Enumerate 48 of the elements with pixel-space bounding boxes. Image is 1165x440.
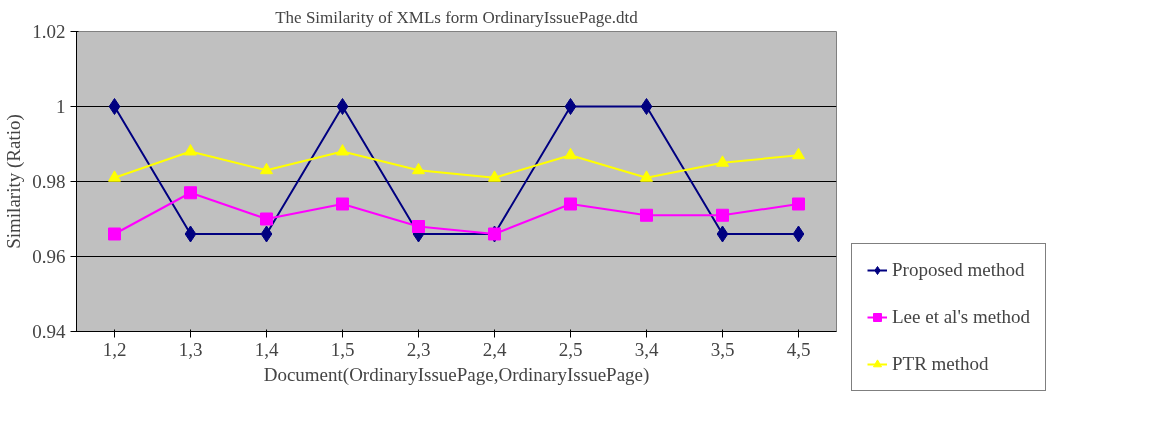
legend-label: Lee et al's method (892, 306, 1030, 328)
y-tick-label: 1 (56, 96, 66, 117)
chart-title: The Similarity of XMLs form OrdinaryIssuePage.dtd (275, 7, 639, 27)
y-tick-label: 0.96 (32, 246, 66, 267)
point (336, 144, 349, 156)
point (184, 225, 197, 243)
point (564, 197, 577, 211)
x-tick-label: 1,3 (178, 338, 203, 360)
x-tick-label: 1,4 (254, 338, 279, 360)
y-tick-label: 1.02 (32, 21, 66, 42)
y-tick-label: 0.94 (32, 321, 66, 342)
point (792, 197, 805, 211)
point (108, 98, 121, 115)
point (412, 162, 425, 175)
legend-label: PTR method (892, 353, 989, 375)
legend-label: Proposed method (892, 259, 1025, 281)
point (108, 170, 121, 182)
point (640, 98, 653, 115)
x-tick-label: 3,5 (710, 338, 735, 360)
point (260, 162, 273, 175)
y-tick-label: 0.98 (32, 171, 66, 192)
x-axis-title: Document(OrdinaryIssuePage,OrdinaryIssuePage) (263, 363, 650, 386)
point (412, 220, 425, 233)
point (184, 186, 197, 200)
x-tick-label: 2,4 (482, 338, 507, 360)
x-tick-label: 2,3 (406, 338, 431, 360)
point (184, 144, 197, 156)
x-tick-label: 1,5 (330, 338, 355, 360)
point (716, 155, 729, 167)
point (260, 225, 273, 243)
point (564, 98, 577, 115)
point (792, 147, 805, 160)
point (640, 170, 653, 182)
point (716, 208, 729, 222)
point (336, 197, 349, 211)
point (564, 147, 577, 160)
point (260, 212, 273, 226)
y-axis-title: Similarity (Ratio) (3, 114, 26, 249)
x-tick-label: 2,5 (558, 338, 583, 360)
point (336, 98, 349, 115)
point (640, 208, 653, 222)
x-tick-label: 1,2 (102, 338, 127, 360)
x-tick-label: 4,5 (786, 338, 811, 360)
point (108, 227, 121, 241)
point (716, 225, 729, 243)
point (488, 170, 501, 182)
point (792, 225, 805, 243)
x-tick-label: 3,4 (634, 338, 659, 360)
